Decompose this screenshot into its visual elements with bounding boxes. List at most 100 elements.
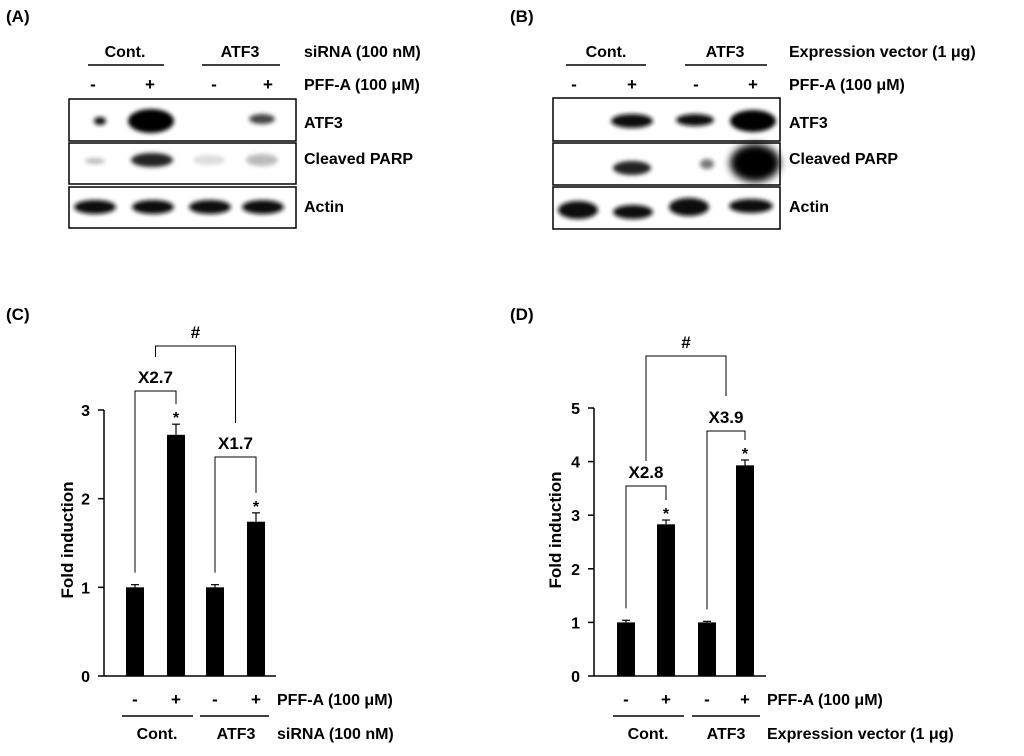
panel-a-band <box>189 200 231 214</box>
ratio-label: X1.7 <box>218 434 253 453</box>
y-tick-label: 3 <box>81 403 90 420</box>
panel-d-group-title: Expression vector (1 μg) <box>767 726 954 743</box>
significance-star: * <box>742 446 749 463</box>
bar <box>698 622 716 676</box>
panel-b-sign-4: + <box>748 75 758 94</box>
panel-a-band <box>74 200 116 214</box>
panel-a-treat-title: PFF-A (100 μM) <box>304 77 420 94</box>
panel-b-band <box>611 114 653 128</box>
panel-c-ylabel: Fold induction <box>58 481 77 598</box>
panel-a-label: (A) <box>6 7 30 26</box>
panel-a-blot-label-parp: Cleaved PARP <box>304 151 413 168</box>
panel-a: (A) Cont. ATF3 siRNA (100 nM) - + - + PF… <box>6 7 421 229</box>
panel-b-treat-title: PFF-A (100 μM) <box>789 77 905 94</box>
panel-b-label: (B) <box>510 7 534 26</box>
panel-a-band <box>132 200 174 214</box>
panel-b-band <box>730 144 780 182</box>
panel-a-band <box>246 154 278 166</box>
y-tick-label: 2 <box>81 492 90 509</box>
panel-c-group-atf3: ATF3 <box>217 726 256 743</box>
ratio-label: X2.8 <box>629 463 664 482</box>
panel-b: (B) Cont. ATF3 Expression vector (1 μg) … <box>510 7 976 230</box>
panel-d-plot: 0 1 2 3 4 5 * * X2.8 X3.9 # <box>571 333 766 686</box>
panel-b-blot-label-parp: Cleaved PARP <box>789 151 898 168</box>
significance-hash: # <box>191 323 201 342</box>
panel-b-group-cont: Cont. <box>586 44 627 61</box>
panel-a-sign-2: + <box>145 75 155 94</box>
panel-a-band <box>131 153 173 167</box>
panel-a-band <box>128 109 174 133</box>
panel-c-plot: 0 1 2 3 * * X2.7 X1.7 # <box>81 323 276 686</box>
ratio-bracket <box>625 485 667 609</box>
panel-d-sign-1: - <box>623 690 629 709</box>
significance-bracket <box>645 355 727 461</box>
significance-star: * <box>173 410 180 427</box>
y-tick-label: 0 <box>81 669 90 686</box>
panel-a-sign-3: - <box>211 75 217 94</box>
panel-d-treat-title: PFF-A (100 μM) <box>767 692 883 709</box>
panel-c-group-cont: Cont. <box>137 726 178 743</box>
ratio-label: X3.9 <box>709 408 744 427</box>
y-tick-label: 4 <box>571 455 580 472</box>
panel-c-sign-1: - <box>132 690 138 709</box>
panel-b-band <box>730 110 776 132</box>
bar <box>736 465 754 676</box>
panel-b-band <box>700 159 714 169</box>
ratio-bracket <box>214 456 257 573</box>
panel-b-band <box>669 198 709 216</box>
panel-d-ylabel: Fold induction <box>546 471 565 588</box>
bar <box>617 622 635 676</box>
significance-hash: # <box>681 333 691 352</box>
panel-c-sign-4: + <box>251 690 261 709</box>
panel-b-sign-2: + <box>627 75 637 94</box>
panel-b-group-atf3: ATF3 <box>706 44 745 61</box>
panel-b-band <box>676 114 714 126</box>
panel-b-band <box>729 199 773 213</box>
panel-d-group-cont: Cont. <box>628 726 669 743</box>
panel-a-group-cont: Cont. <box>105 44 146 61</box>
panel-a-band <box>242 200 284 214</box>
panel-d-sign-4: + <box>740 690 750 709</box>
panel-c: (C) Fold induction 0 1 2 3 * * X2.7 X1.7 # - + -… <box>6 305 394 743</box>
panel-a-band <box>94 117 106 125</box>
panel-b-band <box>613 161 651 175</box>
bar <box>126 587 144 676</box>
panel-b-band <box>613 205 653 219</box>
panel-c-label: (C) <box>6 305 30 324</box>
panel-a-band <box>85 158 105 164</box>
panel-c-sign-3: - <box>212 690 218 709</box>
panel-d: (D) Fold induction 0 1 2 3 4 5 * * X2.8 X3.9 # - +… <box>510 305 954 743</box>
panel-a-group-title: siRNA (100 nM) <box>304 44 421 61</box>
bar <box>206 587 224 676</box>
panel-c-group-title: siRNA (100 nM) <box>277 726 394 743</box>
panel-b-blot-label-actin: Actin <box>789 199 829 216</box>
panel-c-sign-2: + <box>171 690 181 709</box>
ratio-bracket <box>134 390 177 573</box>
significance-star: * <box>253 499 260 516</box>
panel-a-band <box>193 155 225 165</box>
bar <box>657 524 675 676</box>
ratio-bracket <box>706 430 746 610</box>
panel-b-blot-label-atf3: ATF3 <box>789 115 828 132</box>
panel-a-blot-label-actin: Actin <box>304 199 344 216</box>
y-tick-label: 1 <box>571 615 580 632</box>
panel-b-sign-3: - <box>693 75 699 94</box>
panel-d-group-atf3: ATF3 <box>707 726 746 743</box>
significance-star: * <box>663 506 670 523</box>
panel-b-band <box>558 201 598 219</box>
y-tick-label: 2 <box>571 562 580 579</box>
panel-a-group-atf3: ATF3 <box>221 44 260 61</box>
bar <box>247 521 265 676</box>
panel-d-sign-3: - <box>704 690 710 709</box>
y-tick-label: 0 <box>571 669 580 686</box>
panel-b-sign-1: - <box>571 75 577 94</box>
panel-c-treat-title: PFF-A (100 μM) <box>277 692 393 709</box>
panel-a-sign-1: - <box>90 75 96 94</box>
panel-d-label: (D) <box>510 305 534 324</box>
significance-bracket <box>155 345 236 423</box>
panel-a-sign-4: + <box>263 75 273 94</box>
panel-b-group-title: Expression vector (1 μg) <box>789 44 976 61</box>
bar <box>167 434 185 676</box>
